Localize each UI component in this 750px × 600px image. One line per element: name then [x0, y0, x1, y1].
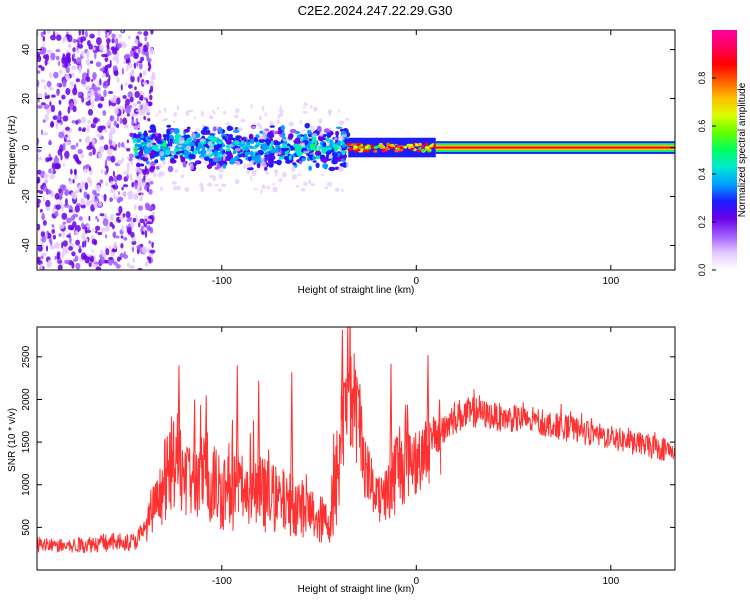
snr-peak	[348, 358, 352, 445]
snr-y-tick-label: 2000	[21, 388, 32, 411]
snr-peak	[257, 380, 261, 517]
figure-title: C2E2.2024.247.22.29.G30	[298, 3, 453, 18]
colorbar-tick-label: 0.4	[697, 168, 707, 181]
snr-panel: -100 0 100 500 1000 1500 2000 2500 Height of s…	[7, 326, 676, 595]
snr-y-tick-label: 1500	[21, 431, 32, 454]
colorbar-ticks: 0.0 0.2 0.4 0.6 0.8	[697, 72, 716, 277]
snr-x-tick-label: 0	[414, 576, 420, 587]
snr-x-tick-label: -100	[212, 576, 232, 587]
snr-y-axis-label: SNR (10 * v/v)	[7, 408, 18, 472]
snr-peak	[204, 395, 208, 507]
spectrogram-x-tick-label: 100	[602, 276, 619, 287]
snr-peak	[192, 399, 197, 510]
spectrogram-y-tick-label: 0	[21, 144, 32, 150]
spectrogram-panel: -100 0 100 -40 -20 0 20 40 Height of straight …	[7, 29, 676, 296]
spectrogram-y-tick-label: -20	[21, 189, 32, 204]
snr-series-line	[37, 327, 675, 554]
snr-y-tick-label: 2500	[21, 345, 32, 368]
snr-x-ticks: -100 0 100	[212, 327, 620, 587]
snr-marks	[37, 327, 675, 554]
spectrogram-x-ticks: -100 0 100	[212, 30, 620, 287]
spectrogram-y-tick-label: 40	[21, 44, 32, 56]
spectrogram-y-ticks: -40 -20 0 20 40	[21, 44, 675, 253]
snr-peak	[358, 384, 362, 471]
colorbar-tick-label: 0.8	[697, 72, 707, 85]
snr-y-tick-label: 1000	[21, 473, 32, 496]
spectrogram-y-tick-label: 20	[21, 93, 32, 105]
spectrogram-x-axis-label: Height of straight line (km)	[298, 285, 415, 296]
colorbar-label: Normalized spectral amplitude	[737, 82, 748, 217]
snr-peak	[340, 329, 345, 466]
spectrogram-y-tick-label: -40	[21, 238, 32, 253]
colorbar-tick-label: 0.2	[697, 216, 707, 229]
snr-peak	[426, 355, 430, 484]
snr-peak	[235, 365, 239, 513]
snr-frame	[36, 326, 676, 571]
spectrogram-region-3	[346, 137, 438, 158]
snr-peak	[290, 372, 294, 525]
snr-peak	[389, 363, 393, 510]
colorbar-tick-label: 0.6	[697, 120, 707, 133]
colorbar-gradient	[712, 30, 737, 270]
spectrogram-x-tick-label: -100	[212, 276, 232, 287]
spectrogram-x-tick-label: 0	[414, 276, 420, 287]
snr-y-tick-label: 500	[21, 519, 32, 536]
colorbar-tick-label: 0.0	[697, 264, 707, 277]
snr-y-ticks: 500 1000 1500 2000 2500	[21, 345, 675, 536]
spectrogram-region-4	[435, 141, 675, 154]
snr-x-tick-label: 100	[602, 576, 619, 587]
snr-peak	[177, 365, 181, 497]
colorbar: 0.0 0.2 0.4 0.6 0.8 Normalized spectral ampl…	[697, 30, 748, 276]
snr-peak	[438, 399, 442, 475]
spectrogram-marks	[37, 30, 675, 270]
spectrogram-frame	[36, 29, 676, 271]
spectrogram-region-2	[132, 102, 351, 194]
snr-x-axis-label: Height of straight line (km)	[298, 584, 415, 595]
spectrogram-y-axis-label: Frequency (Hz)	[7, 116, 18, 185]
